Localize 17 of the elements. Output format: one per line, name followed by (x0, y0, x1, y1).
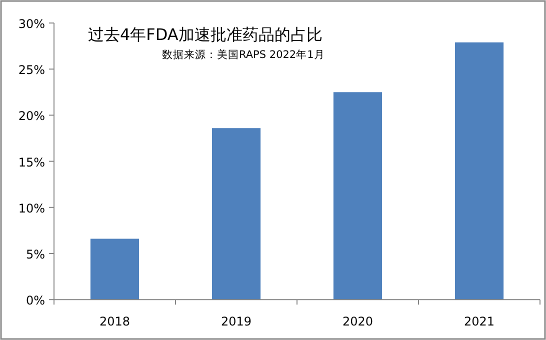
y-tick-label: 15% (18, 155, 45, 170)
y-tick-label: 10% (18, 201, 45, 216)
x-tick-label: 2018 (99, 314, 130, 329)
x-tick-label: 2020 (342, 314, 374, 329)
x-tick-label: 2019 (220, 314, 252, 329)
y-tick-label: 5% (26, 248, 45, 262)
bar (333, 92, 382, 300)
bar (90, 238, 140, 300)
bar (212, 128, 261, 300)
y-tick-label: 30% (18, 17, 45, 31)
y-tick-label: 20% (18, 109, 45, 124)
chart-title: 过去4年FDA加速批准药品的占比 (88, 25, 322, 44)
y-tick-label: 0% (26, 294, 45, 308)
annotation: 数据来源：美国RAPS 2022年1月 (162, 48, 325, 61)
y-tick-label: 25% (18, 63, 45, 78)
bar (454, 42, 504, 300)
x-tick-label: 2021 (464, 314, 495, 329)
